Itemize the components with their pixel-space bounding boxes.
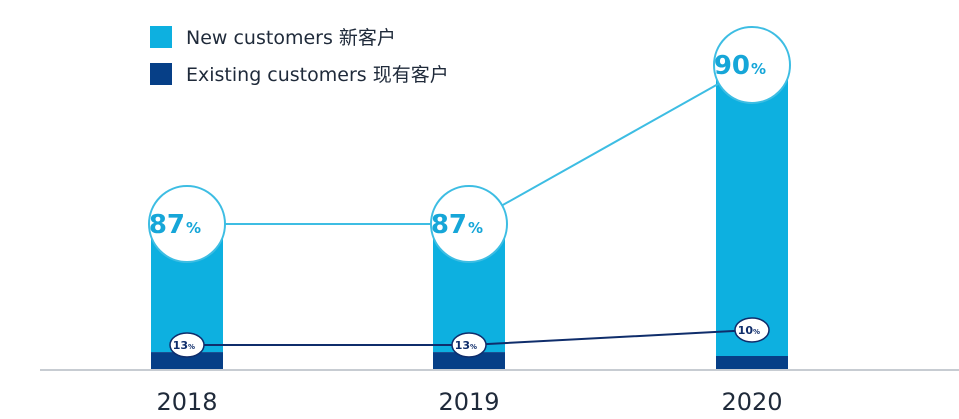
legend-label-existing-customers: Existing customers 现有客户	[186, 64, 449, 86]
data-label-new-customers-2019: 87	[431, 210, 467, 240]
bar-existing-customers-2018	[151, 352, 223, 369]
bubble-existing-customers-2019	[451, 332, 487, 358]
bubble-new-customers-2020	[713, 26, 791, 104]
bubble-existing-customers-2018	[169, 332, 205, 358]
bubble-new-customers-2019	[430, 185, 508, 263]
legend-label-new-customers: New customers 新客户	[186, 27, 396, 49]
x-tick-label-2020: 2020	[721, 388, 782, 416]
legend-swatch-new-customers	[150, 26, 172, 48]
data-label-existing-customers-2020: 10	[738, 324, 754, 337]
bar-existing-customers-2020	[716, 356, 788, 369]
data-label-unit-new-customers-2019: %	[468, 219, 483, 237]
data-label-existing-customers-2019: 13	[455, 339, 470, 352]
bubble-existing-customers-2020	[734, 317, 770, 343]
data-label-unit-existing-customers-2019: %	[470, 343, 477, 351]
x-tick-label-2018: 2018	[156, 388, 217, 416]
legend-swatch-existing-customers	[150, 63, 172, 85]
data-label-unit-new-customers-2018: %	[186, 219, 201, 237]
data-label-new-customers-2020: 90	[714, 51, 750, 81]
x-tick-label-2019: 2019	[438, 388, 499, 416]
data-label-new-customers-2018: 87	[149, 210, 185, 240]
data-label-existing-customers-2018: 13	[173, 339, 188, 352]
data-label-unit-new-customers-2020: %	[751, 60, 766, 78]
bar-existing-customers-2019	[433, 352, 505, 369]
legend: New customers 新客户 Existing customers 现有客…	[150, 26, 449, 86]
data-label-unit-existing-customers-2020: %	[753, 328, 760, 336]
bar-new-customers-2020	[716, 65, 788, 356]
bubble-new-customers-2018	[148, 185, 226, 263]
data-label-unit-existing-customers-2018: %	[188, 343, 195, 351]
